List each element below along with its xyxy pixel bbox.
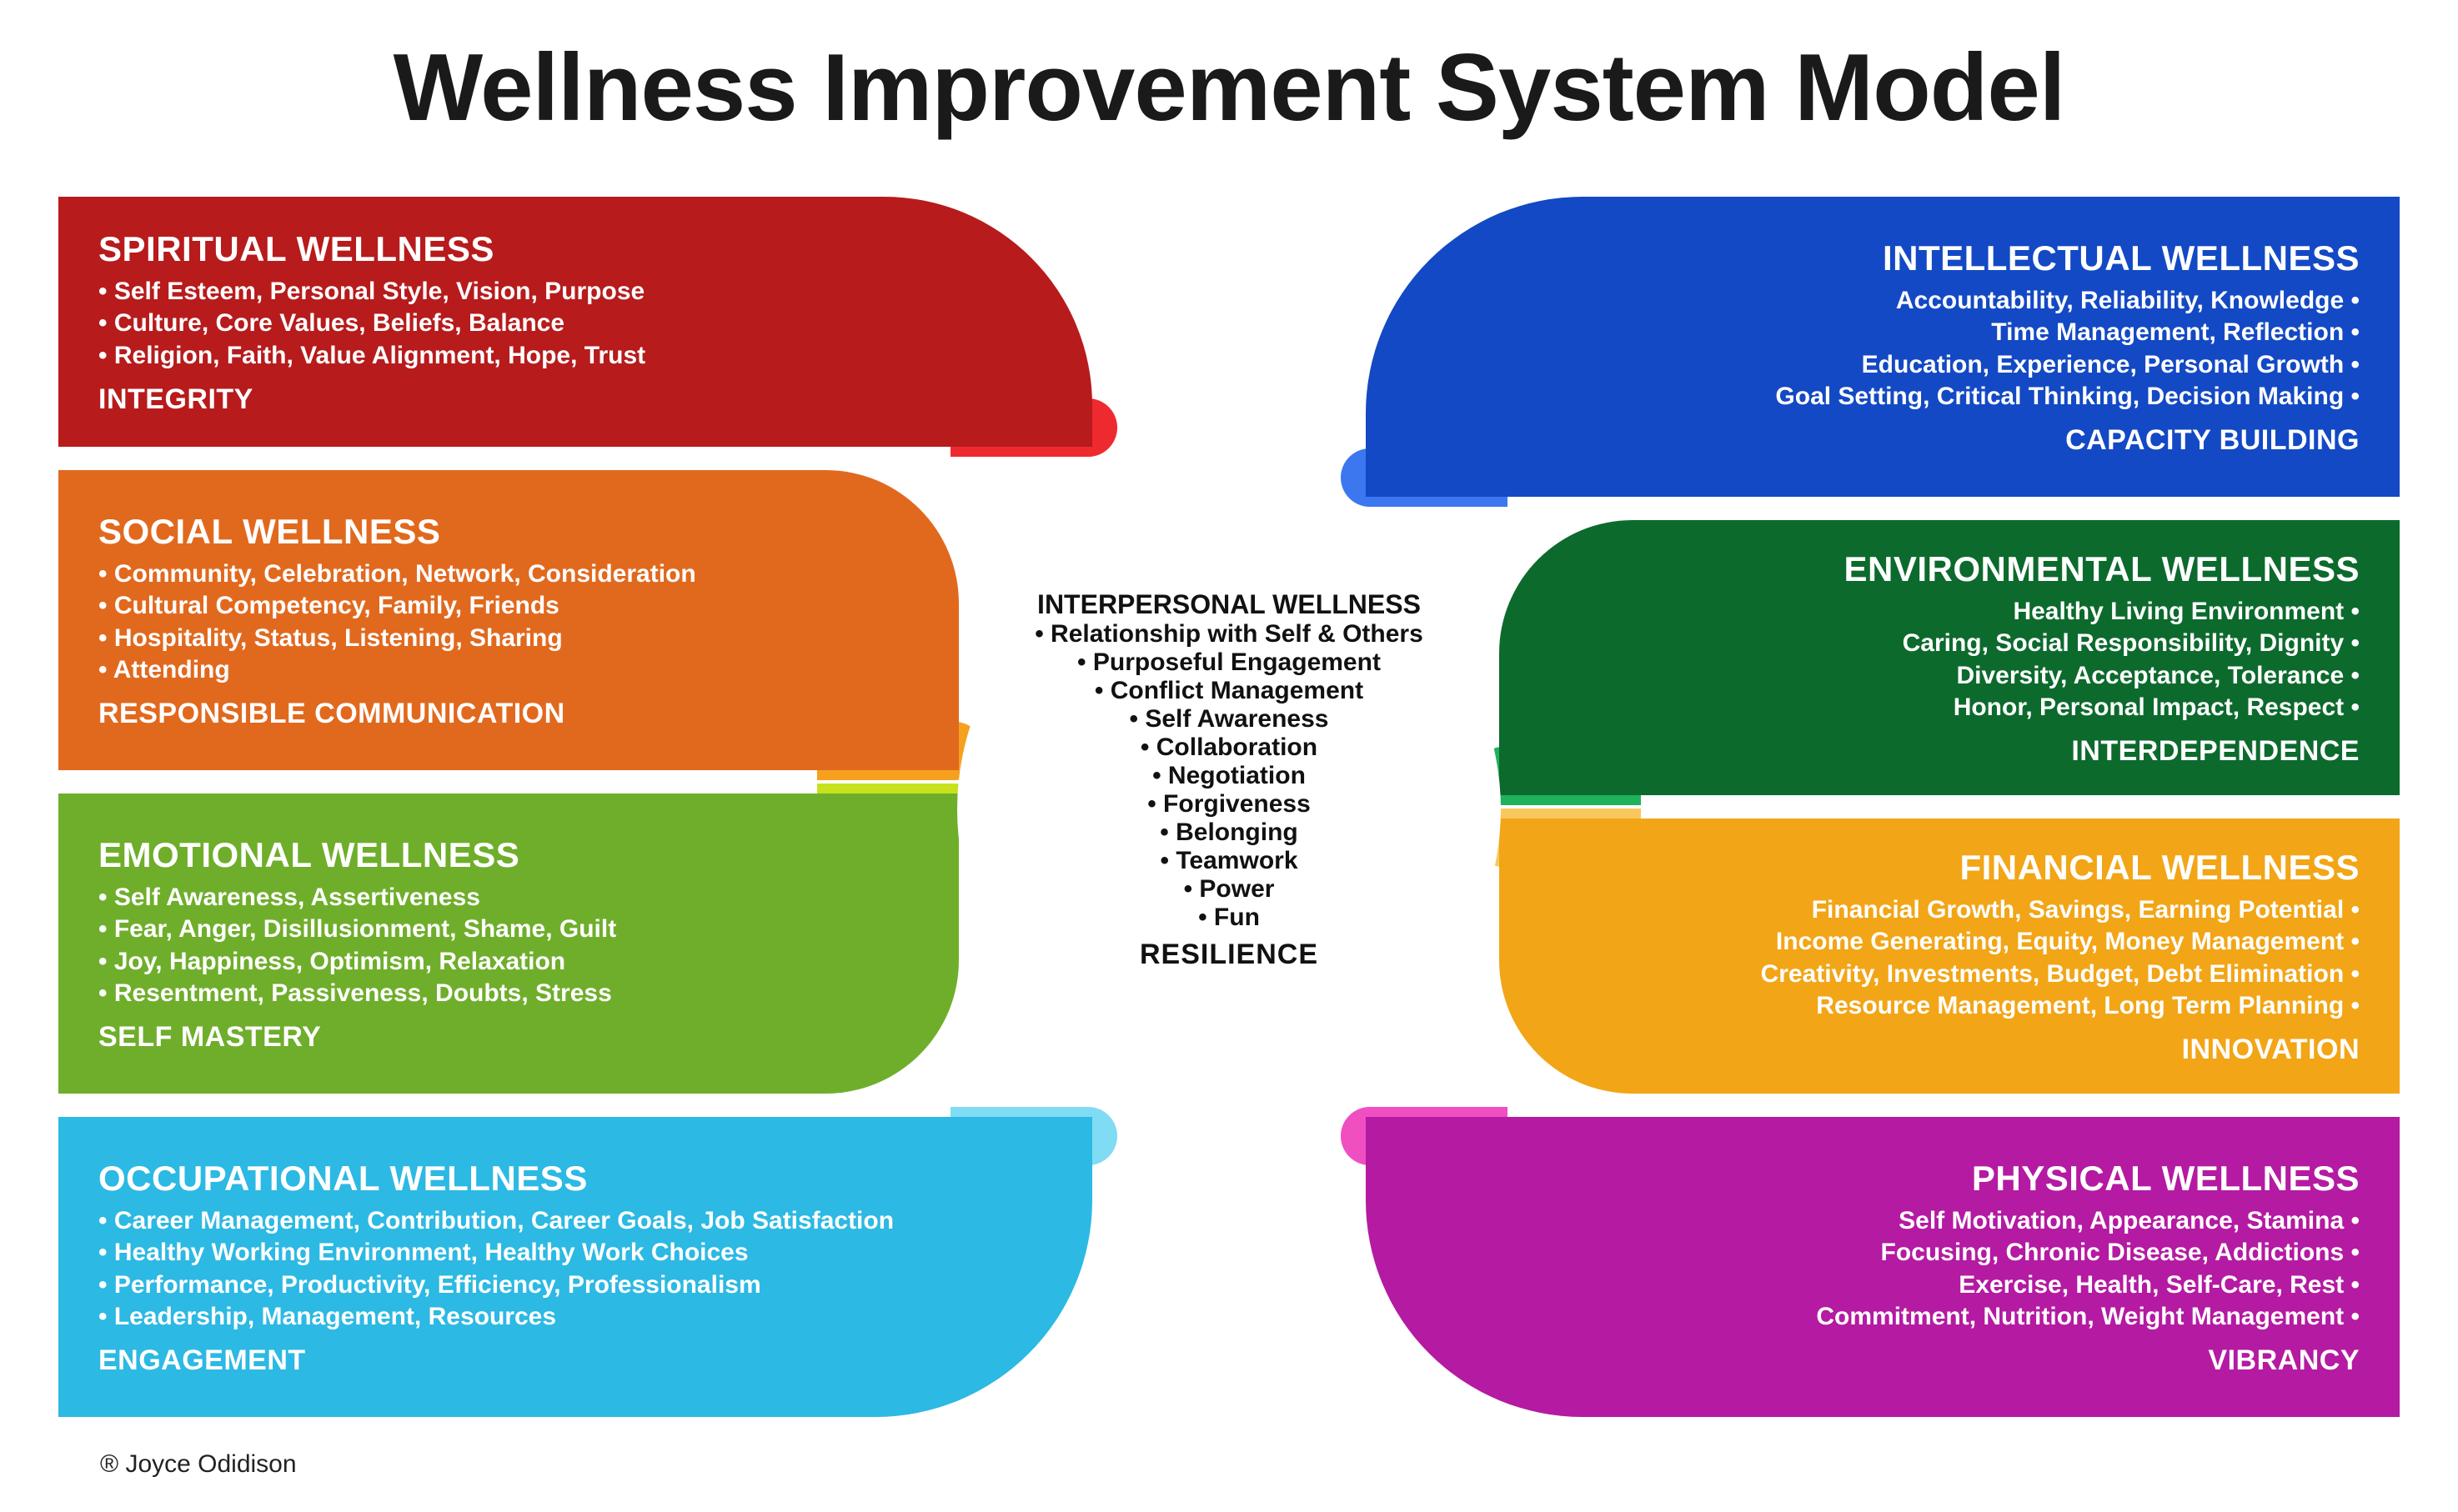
petal-right-1: ENVIRONMENTAL WELLNESS Healthy Living Env… — [1499, 520, 2400, 795]
petal-accent — [817, 784, 984, 842]
hub-line: • Belonging — [1160, 819, 1297, 847]
petal-line: Income Generating, Equity, Money Managem… — [1539, 926, 2360, 958]
petal-heading: OCCUPATIONAL WELLNESS — [98, 1159, 1052, 1199]
hub-line: • Power — [1184, 875, 1275, 904]
petal-line: Accountability, Reliability, Knowledge • — [1406, 285, 2360, 317]
petal-lines: • Self Awareness, Assertiveness• Fear, A… — [98, 882, 919, 1010]
hub-line: • Forgiveness — [1147, 790, 1311, 819]
petal-line: • Leadership, Management, Resources — [98, 1301, 1052, 1333]
petal-line: Diversity, Acceptance, Tolerance • — [1539, 660, 2360, 692]
petal-line: • Self Awareness, Assertiveness — [98, 882, 919, 914]
hub-line: • Teamwork — [1161, 847, 1298, 875]
petal-heading: ENVIRONMENTAL WELLNESS — [1539, 549, 2360, 589]
petal-line: Time Management, Reflection • — [1406, 317, 2360, 348]
petal-lines: • Self Esteem, Personal Style, Vision, P… — [98, 276, 1052, 372]
petal-heading: EMOTIONAL WELLNESS — [98, 835, 919, 875]
credit-line: ® Joyce Odidison — [100, 1450, 297, 1479]
petal-left-2: EMOTIONAL WELLNESS • Self Awareness, Asse… — [58, 794, 959, 1094]
petal-lines: • Career Management, Contribution, Caree… — [98, 1205, 1052, 1334]
petal-footer: RESPONSIBLE COMMUNICATION — [98, 698, 919, 730]
petal-accent — [1341, 1107, 1507, 1165]
hub-line: • Relationship with Self & Others — [1035, 620, 1423, 648]
petal-accent — [951, 1107, 1117, 1165]
hub-line: • Conflict Management — [1095, 677, 1363, 705]
petal-line: Commitment, Nutrition, Weight Management… — [1406, 1301, 2360, 1333]
petal-line: Honor, Personal Impact, Respect • — [1539, 692, 2360, 723]
petal-footer: INTERDEPENDENCE — [1539, 735, 2360, 768]
petal-line: • Attending — [98, 654, 919, 686]
petal-lines: Financial Growth, Savings, Earning Poten… — [1539, 894, 2360, 1023]
petal-lines: • Community, Celebration, Network, Consi… — [98, 558, 919, 687]
petal-line: Healthy Living Environment • — [1539, 596, 2360, 628]
petal-footer: ENGAGEMENT — [98, 1344, 1052, 1377]
petal-line: • Culture, Core Values, Beliefs, Balance — [98, 308, 1052, 339]
petal-footer: SELF MASTERY — [98, 1021, 919, 1054]
petal-line: • Religion, Faith, Value Alignment, Hope… — [98, 340, 1052, 372]
petal-line: Education, Experience, Personal Growth • — [1406, 349, 2360, 381]
petal-heading: PHYSICAL WELLNESS — [1406, 1159, 2360, 1199]
hub-line: • Negotiation — [1152, 762, 1306, 790]
petal-footer: VIBRANCY — [1406, 1344, 2360, 1377]
petal-right-2: FINANCIAL WELLNESS Financial Growth, Savi… — [1499, 819, 2400, 1094]
left-column: SPIRITUAL WELLNESS • Self Esteem, Persona… — [58, 197, 1092, 1417]
petal-line: • Healthy Working Environment, Healthy W… — [98, 1237, 1052, 1269]
petal-left-1: SOCIAL WELLNESS • Community, Celebration,… — [58, 470, 959, 770]
petal-heading: SPIRITUAL WELLNESS — [98, 229, 1052, 269]
petal-line: • Fear, Anger, Disillusionment, Shame, G… — [98, 914, 919, 945]
petal-line: • Performance, Productivity, Efficiency,… — [98, 1269, 1052, 1301]
petal-line: • Resentment, Passiveness, Doubts, Stres… — [98, 978, 919, 1009]
petal-footer: INTEGRITY — [98, 383, 1052, 416]
petal-lines: Self Motivation, Appearance, Stamina •Fo… — [1406, 1205, 2360, 1334]
hub-footer: RESILIENCE — [1140, 939, 1318, 971]
page-title: Wellness Improvement System Model — [0, 33, 2458, 143]
petal-line: • Joy, Happiness, Optimism, Relaxation — [98, 946, 919, 978]
petal-left-3: OCCUPATIONAL WELLNESS • Career Management… — [58, 1117, 1092, 1417]
right-column: INTELLECTUAL WELLNESS Accountability, Rel… — [1366, 197, 2400, 1417]
petal-right-0: INTELLECTUAL WELLNESS Accountability, Rel… — [1366, 197, 2400, 497]
petal-line: Creativity, Investments, Budget, Debt El… — [1539, 959, 2360, 990]
center-hub: INTERPERSONAL WELLNESS• Relationship wit… — [971, 551, 1487, 1068]
petal-line: • Hospitality, Status, Listening, Sharin… — [98, 623, 919, 654]
petal-right-3: PHYSICAL WELLNESS Self Motivation, Appear… — [1366, 1117, 2400, 1417]
petal-line: • Career Management, Contribution, Caree… — [98, 1205, 1052, 1237]
petal-line: • Cultural Competency, Family, Friends — [98, 590, 919, 622]
petal-line: Goal Setting, Critical Thinking, Decisio… — [1406, 381, 2360, 413]
petal-heading: SOCIAL WELLNESS — [98, 512, 919, 552]
hub-title: INTERPERSONAL WELLNESS — [1037, 589, 1421, 620]
petal-line: Exercise, Health, Self-Care, Rest • — [1406, 1269, 2360, 1301]
petal-heading: INTELLECTUAL WELLNESS — [1406, 238, 2360, 278]
petal-footer: CAPACITY BUILDING — [1406, 424, 2360, 457]
petal-lines: Accountability, Reliability, Knowledge •… — [1406, 285, 2360, 413]
petal-lines: Healthy Living Environment •Caring, Soci… — [1539, 596, 2360, 724]
petal-footer: INNOVATION — [1539, 1034, 2360, 1066]
hub-line: • Purposeful Engagement — [1077, 648, 1381, 677]
diagram-stage: SPIRITUAL WELLNESS • Self Esteem, Persona… — [0, 197, 2458, 1422]
hub-line: • Collaboration — [1141, 733, 1317, 762]
petal-line: Focusing, Chronic Disease, Addictions • — [1406, 1237, 2360, 1269]
petal-line: Caring, Social Responsibility, Dignity • — [1539, 628, 2360, 659]
petal-line: • Community, Celebration, Network, Consi… — [98, 558, 919, 590]
petal-line: Resource Management, Long Term Planning … — [1539, 990, 2360, 1022]
petal-accent — [1341, 448, 1507, 507]
petal-accent — [817, 722, 984, 780]
petal-line: Self Motivation, Appearance, Stamina • — [1406, 1205, 2360, 1237]
petal-heading: FINANCIAL WELLNESS — [1539, 848, 2360, 888]
hub-line: • Fun — [1198, 904, 1260, 932]
petal-line: • Self Esteem, Personal Style, Vision, P… — [98, 276, 1052, 308]
petal-line: Financial Growth, Savings, Earning Poten… — [1539, 894, 2360, 926]
petal-left-0: SPIRITUAL WELLNESS • Self Esteem, Persona… — [58, 197, 1092, 447]
hub-line: • Self Awareness — [1130, 705, 1329, 733]
